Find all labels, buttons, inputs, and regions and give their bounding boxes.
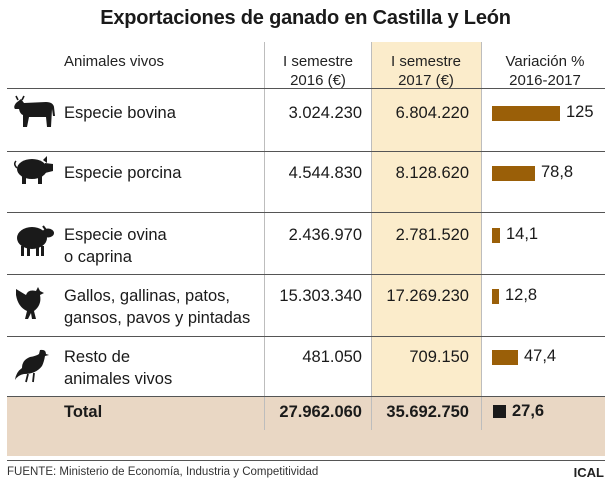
total-variation-marker — [493, 405, 506, 418]
variation-bar — [492, 350, 518, 365]
value-2017: 17.269.230 — [386, 287, 469, 305]
row-label: Gallos, gallinas, patos, gansos, pavos y … — [64, 285, 250, 329]
variation-value: 125 — [566, 103, 594, 121]
value-2017: 2.781.520 — [395, 226, 469, 244]
variation-bar — [492, 228, 500, 243]
column-divider — [371, 42, 372, 430]
header-2016-line2: 2016 (€) — [290, 72, 346, 89]
value-2016: 4.544.830 — [288, 164, 362, 182]
row-divider — [7, 336, 605, 337]
value-2017: 6.804.220 — [395, 104, 469, 122]
total-2017: 35.692.750 — [386, 403, 469, 421]
header-variation-line1: Variación % — [505, 53, 585, 70]
brand-logo: ICAL — [573, 465, 604, 480]
value-2017: 8.128.620 — [395, 164, 469, 182]
column-divider — [481, 42, 482, 430]
value-2017: 709.150 — [409, 348, 469, 366]
row-label-line: Especie ovina — [64, 226, 167, 244]
variation-value: 47,4 — [524, 347, 557, 365]
row-label-line: Especie porcina — [64, 164, 182, 182]
sheep-icon — [12, 222, 56, 263]
variation-value: 14,1 — [506, 225, 539, 243]
column-divider — [264, 42, 265, 430]
row-label-line: animales vivos — [64, 370, 173, 388]
data-table: Animales vivos I semestre 2016 (€) I sem… — [0, 34, 611, 462]
value-2016: 481.050 — [302, 348, 362, 366]
row-label-line: Especie bovina — [64, 104, 176, 122]
row-label-line: gansos, pavos y pintadas — [64, 309, 251, 327]
row-label: Especie ovina o caprina — [64, 224, 167, 268]
highlight-column-2017 — [371, 42, 481, 430]
value-2016: 3.024.230 — [288, 104, 362, 122]
cow-icon — [12, 94, 58, 135]
header-2017-line2: 2017 (€) — [398, 72, 454, 89]
variation-value: 78,8 — [541, 163, 574, 181]
row-divider — [7, 396, 605, 397]
header-animals: Animales vivos — [64, 53, 165, 70]
pig-icon — [12, 154, 54, 191]
total-variation-value: 27,6 — [512, 402, 545, 420]
header-2016-line1: I semestre — [282, 53, 354, 70]
row-label-line: Resto de — [64, 348, 131, 366]
row-divider — [7, 88, 605, 89]
row-label: Resto de animales vivos — [64, 346, 172, 390]
header-2017: I semestre 2017 (€) — [374, 52, 478, 90]
total-label: Total — [64, 403, 103, 421]
row-label: Especie bovina — [64, 102, 176, 124]
source-note: FUENTE: Ministerio de Economía, Industri… — [7, 466, 319, 478]
header-2017-line1: I semestre — [390, 53, 462, 70]
footer-rule — [7, 460, 605, 461]
total-2016: 27.962.060 — [279, 403, 362, 421]
header-variation-line2: 2016-2017 — [509, 72, 581, 89]
variation-bar — [492, 106, 560, 121]
header-2016: I semestre 2016 (€) — [268, 52, 368, 90]
value-2016: 2.436.970 — [288, 226, 362, 244]
row-divider — [7, 274, 605, 275]
variation-bar — [492, 166, 535, 181]
variation-bar — [492, 289, 499, 304]
row-label: Especie porcina — [64, 162, 181, 184]
rooster-icon — [12, 283, 52, 328]
variation-value: 12,8 — [505, 286, 538, 304]
row-label-line: Gallos, gallinas, patos, — [64, 287, 231, 305]
chart-title: Exportaciones de ganado en Castilla y Le… — [100, 7, 511, 29]
partridge-icon — [12, 344, 52, 389]
row-divider — [7, 151, 605, 152]
header-variation: Variación % 2016-2017 — [484, 52, 606, 90]
value-2016: 15.303.340 — [279, 287, 362, 305]
row-label-line: o caprina — [64, 248, 132, 266]
row-divider — [7, 212, 605, 213]
